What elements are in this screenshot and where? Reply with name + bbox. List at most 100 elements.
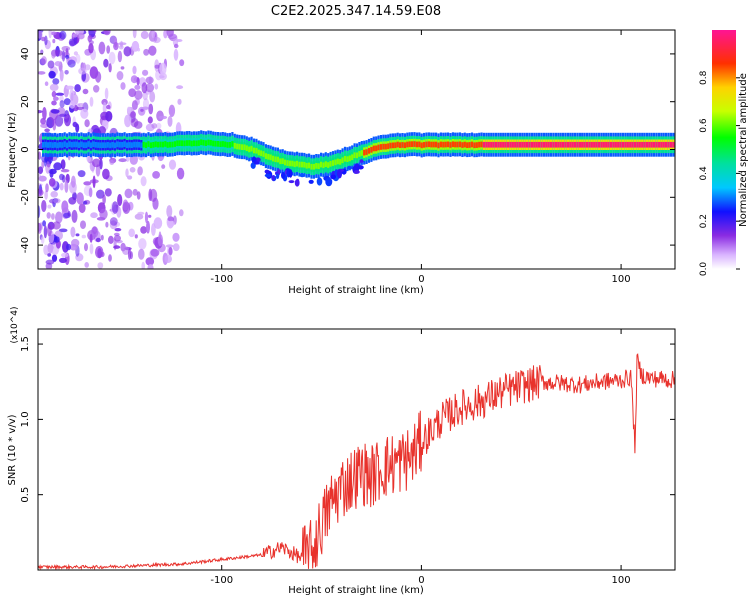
noise-blob <box>308 179 314 184</box>
ridge-cell <box>600 141 603 148</box>
ridge-cell <box>240 144 244 150</box>
ridge-cell <box>540 141 543 148</box>
ridge-cell <box>123 141 126 147</box>
ridge-cell <box>382 143 385 150</box>
noise-blob <box>140 176 147 187</box>
noise-blob <box>167 220 175 227</box>
noise-blob <box>87 35 93 43</box>
noise-blob <box>347 165 352 170</box>
noise-blob <box>111 201 119 214</box>
noise-blob <box>92 175 96 189</box>
ridge-cell <box>331 160 335 166</box>
x-tick-label: 0 <box>418 274 424 285</box>
noise-blob <box>53 162 62 171</box>
ridge-cell <box>401 142 404 148</box>
ridge-cell <box>75 141 78 148</box>
noise-blob <box>147 264 154 269</box>
ridge-cell <box>284 159 287 166</box>
ridge-cell <box>161 141 164 148</box>
noise-blob <box>89 233 93 243</box>
noise-blob <box>353 170 360 174</box>
ridge-cell <box>106 142 109 148</box>
ridge-cell <box>109 142 112 149</box>
ridge-cell <box>420 142 423 149</box>
noise-blob <box>102 194 106 205</box>
noise-blob <box>146 220 150 234</box>
noise-blob <box>77 170 86 178</box>
ridge-cell <box>324 161 327 167</box>
ridge-cell <box>61 142 64 148</box>
snr-axes: -100 0 100 0.5 1.0 1.5 <box>20 329 675 586</box>
noise-blob <box>53 96 59 101</box>
ridge-cell <box>286 160 289 166</box>
noise-blob <box>179 59 185 67</box>
noise-blob <box>142 69 149 76</box>
ridge-cell <box>387 143 390 150</box>
noise-blob <box>50 31 57 36</box>
noise-blob <box>60 159 66 170</box>
noise-blob <box>38 205 41 218</box>
noise-blob <box>123 46 132 57</box>
ridge-cell <box>269 154 272 161</box>
ridge-cell <box>566 141 569 148</box>
noise-blob <box>124 188 133 199</box>
noise-blob <box>68 197 77 205</box>
noise-blob <box>41 36 46 42</box>
ridge-cell <box>490 141 493 148</box>
ridge-cell <box>185 140 188 146</box>
noise-blob <box>113 42 119 51</box>
noise-blob <box>45 183 49 193</box>
ridge-cell <box>456 141 459 148</box>
ridge-cell <box>312 163 315 170</box>
ridge-cell <box>104 142 107 149</box>
spectrogram-xlabel: Height of straight line (km) <box>288 285 424 296</box>
x-tick-label: -100 <box>210 274 233 285</box>
noise-blob <box>142 106 149 110</box>
ridge-cell <box>73 141 76 148</box>
ridge-cell <box>521 141 524 148</box>
ridge-cell <box>389 142 392 149</box>
ridge-cell <box>662 141 665 148</box>
ridge-cell <box>274 156 277 163</box>
ridge-cell <box>133 141 136 148</box>
ridge-cell <box>569 141 572 148</box>
colorbar-tick-label: 0.8 <box>699 70 709 85</box>
noise-blob <box>281 171 286 179</box>
ridge-cell <box>365 149 368 155</box>
noise-blob <box>41 56 47 65</box>
noise-blob <box>334 169 338 177</box>
noise-blob <box>76 192 84 205</box>
ridge-cell <box>413 141 416 147</box>
ridge-cell <box>468 142 471 148</box>
ridge-cell <box>276 156 279 163</box>
noise-blob <box>127 175 133 180</box>
x-tick-label: 100 <box>612 575 631 586</box>
ridge-cell <box>550 141 553 148</box>
noise-blob <box>134 234 138 239</box>
noise-blob <box>48 30 52 39</box>
noise-blob <box>49 169 54 178</box>
snr-series-line <box>38 353 675 570</box>
noise-blob <box>276 173 280 180</box>
colorbar: 0.0 0.2 0.4 0.6 0.8 Normalized spectral ampl… <box>699 30 749 276</box>
noise-blob <box>38 222 42 232</box>
noise-blob <box>47 253 52 257</box>
ridge-cell <box>590 141 593 148</box>
noise-blob <box>113 235 121 242</box>
noise-blob <box>176 167 185 180</box>
noise-blob <box>38 110 43 114</box>
noise-blob <box>88 187 93 198</box>
ridge-cell <box>533 141 536 148</box>
noise-blob <box>51 50 56 59</box>
noise-blob <box>133 121 143 129</box>
ridge-cell <box>298 161 301 168</box>
noise-blob <box>43 157 47 167</box>
ridge-cell <box>394 142 397 149</box>
noise-blob <box>73 51 78 56</box>
ridge-cell <box>82 142 85 148</box>
ridge-cell <box>204 140 208 146</box>
ridge-cell <box>142 141 145 148</box>
ridge-cell <box>353 152 356 159</box>
noise-blob <box>89 96 94 107</box>
